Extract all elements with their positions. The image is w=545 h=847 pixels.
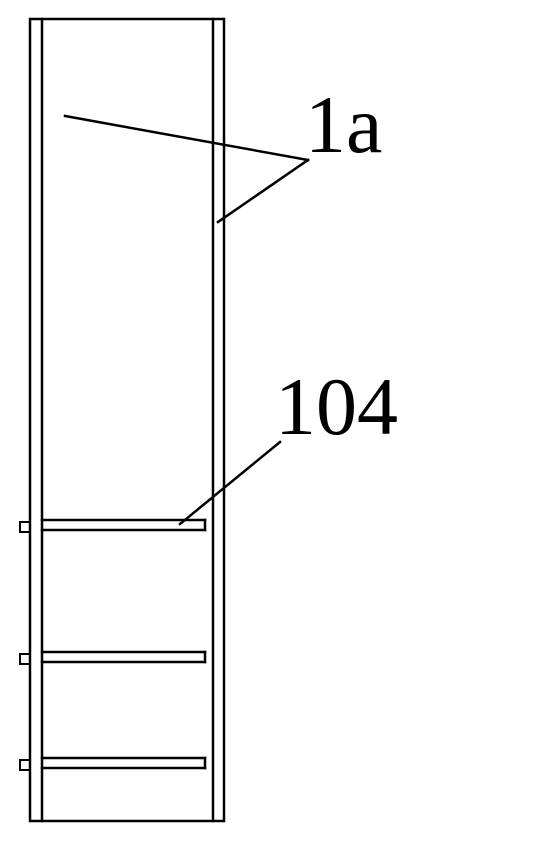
diagram-canvas — [0, 0, 545, 847]
label-1a: 1a — [305, 78, 382, 172]
label-104: 104 — [275, 360, 398, 454]
